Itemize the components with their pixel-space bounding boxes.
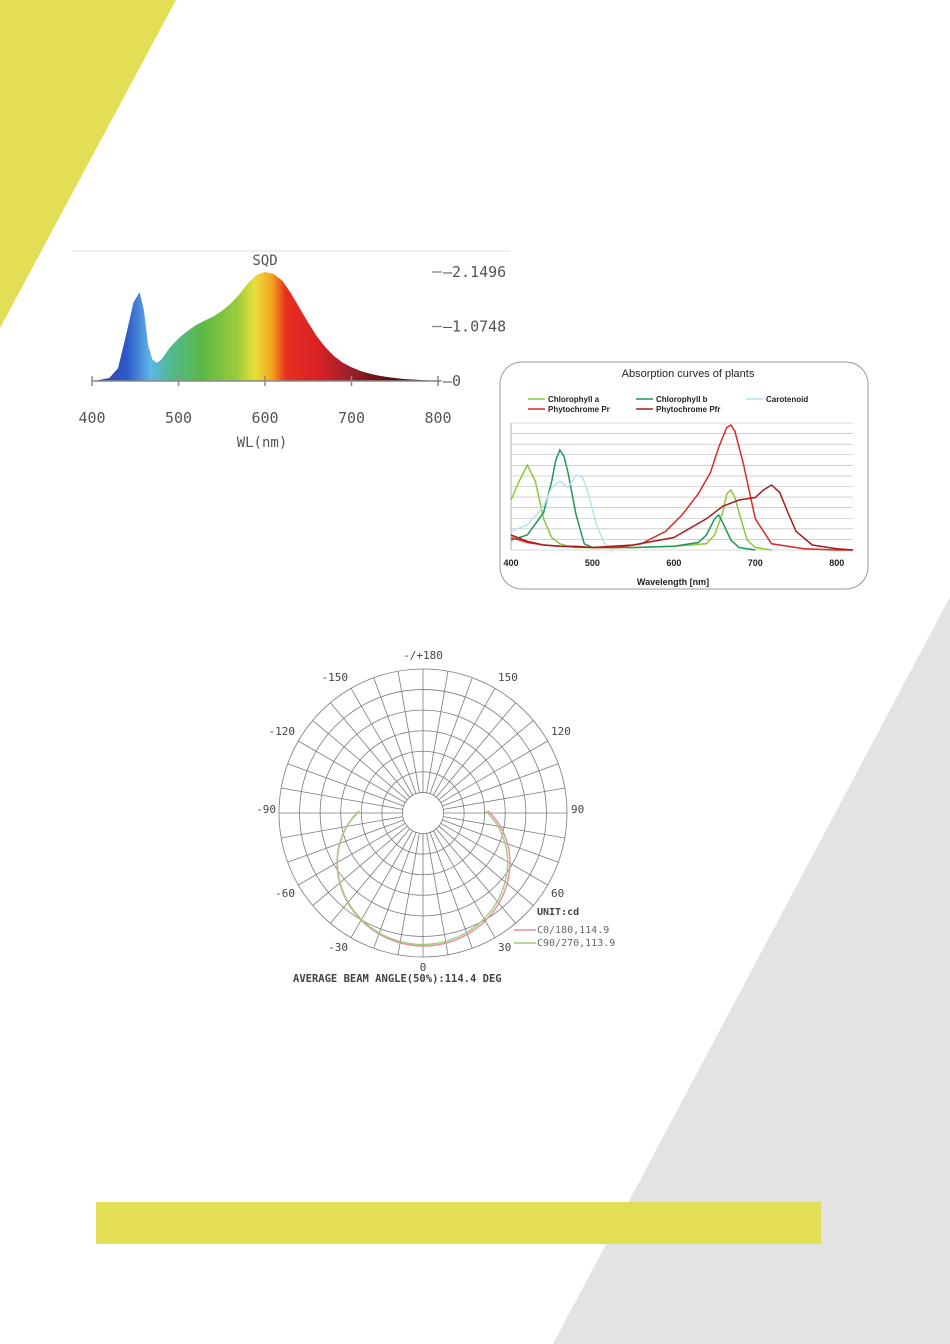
- absorption-x-tick-label: 500: [585, 558, 600, 568]
- polar-spoke: [442, 819, 559, 863]
- polar-spoke: [442, 763, 559, 807]
- polar-spoke: [373, 677, 417, 794]
- polar-spoke: [350, 688, 414, 796]
- polar-spoke: [438, 720, 534, 801]
- gray-corner-shape: [553, 597, 950, 1344]
- sqd-right-tick-label: —1.0748: [443, 318, 506, 336]
- polar-legend-c90: C90/270,113.9: [537, 938, 615, 949]
- sqd-x-tick-label: 500: [165, 409, 192, 427]
- polar-spoke: [432, 688, 496, 796]
- polar-spoke: [373, 832, 417, 949]
- absorption-x-tick-label: 600: [666, 558, 681, 568]
- absorption-chart-title: Absorption curves of plants: [622, 368, 755, 380]
- sqd-x-tick-label: 700: [338, 409, 365, 427]
- sqd-title: SQD: [252, 253, 277, 269]
- polar-angle-label: 60: [551, 887, 564, 900]
- polar-unit-label: UNIT:cd: [537, 907, 579, 918]
- polar-series-c0: [336, 810, 511, 947]
- polar-spoke: [298, 822, 406, 886]
- absorption-curve-phytochrome-pfr: [510, 484, 854, 551]
- polar-spoke: [438, 825, 534, 906]
- sqd-x-tick-label: 600: [251, 409, 278, 427]
- polar-angle-label: -60: [275, 887, 295, 900]
- polar-angle-label: -90: [256, 803, 276, 816]
- sqd-x-axis-label: WL(nm): [237, 435, 288, 451]
- sqd-x-tick-label: 400: [78, 409, 105, 427]
- yellow-corner-triangle: [0, 0, 176, 328]
- absorption-x-tick-label: 700: [748, 558, 763, 568]
- polar-angle-label: -150: [322, 671, 349, 684]
- polar-legend-c0: C0/180,114.9: [537, 925, 609, 936]
- polar-spoke: [443, 787, 565, 810]
- polar-spoke: [443, 816, 565, 839]
- polar-angle-label: 150: [498, 671, 518, 684]
- polar-angle-label: 0: [420, 961, 427, 974]
- polar-ring: [402, 792, 444, 834]
- sqd-spectrum-chart: SQD 400 500 600 700 800 —2.1496 —1.0748 —0 WL(…: [72, 250, 510, 451]
- sqd-x-tick-label: 800: [424, 409, 451, 427]
- polar-spoke: [429, 677, 473, 794]
- polar-angle-label: 30: [498, 941, 511, 954]
- polar-spoke: [281, 787, 403, 810]
- sqd-spectrum-area: [96, 272, 439, 381]
- polar-angle-label: -120: [269, 725, 296, 738]
- polar-spoke: [287, 819, 404, 863]
- polar-angle-label: -30: [328, 941, 348, 954]
- polar-spoke: [426, 833, 449, 955]
- polar-spoke: [397, 833, 420, 955]
- polar-spoke: [330, 828, 411, 924]
- polar-series-c90: [336, 810, 509, 946]
- absorption-legend-label: Phytochrome Pr: [548, 405, 610, 414]
- absorption-curve-carotenoid: [510, 474, 614, 551]
- absorption-legend-label: Chlorophyll b: [656, 395, 708, 404]
- sqd-right-tick-label: —2.1496: [443, 263, 506, 281]
- polar-spoke: [432, 830, 496, 938]
- polar-spoke: [397, 671, 420, 793]
- absorption-x-axis-label: Wavelength [nm]: [637, 577, 709, 587]
- polar-spoke: [287, 763, 404, 807]
- polar-spoke: [298, 740, 406, 804]
- polar-beam-angle-caption: AVERAGE BEAM ANGLE(50%):114.4 DEG: [293, 973, 502, 985]
- polar-spoke: [312, 825, 408, 906]
- polar-spoke: [429, 832, 473, 949]
- polar-angle-label: 90: [571, 803, 584, 816]
- polar-spoke: [440, 740, 548, 804]
- absorption-curves-chart: Absorption curves of plants Chlorophyll …: [499, 361, 869, 590]
- absorption-x-tick-label: 400: [503, 558, 518, 568]
- absorption-legend-label: Phytochrome Pfr: [656, 405, 720, 414]
- polar-spoke: [330, 702, 411, 798]
- absorption-x-tick-label: 800: [829, 558, 844, 568]
- polar-beam-chart: -/+180 -150 150 -120 120 -90 90 -60 60 -30 30 0 UNI…: [256, 649, 615, 985]
- absorption-legend-label: Chlorophyll a: [548, 395, 600, 404]
- polar-spoke: [435, 702, 516, 798]
- polar-spoke: [426, 671, 449, 793]
- polar-spoke: [281, 816, 403, 839]
- absorption-chart-frame: [499, 361, 869, 590]
- absorption-legend-label: Carotenoid: [766, 395, 808, 404]
- polar-spoke: [435, 828, 516, 924]
- polar-spoke: [312, 720, 408, 801]
- polar-angle-label: -/+180: [403, 649, 443, 662]
- polar-spoke: [440, 822, 548, 886]
- sqd-right-tick-label: —0: [443, 372, 461, 390]
- bottom-accent-bar: [96, 1202, 821, 1244]
- polar-angle-label: 120: [551, 725, 571, 738]
